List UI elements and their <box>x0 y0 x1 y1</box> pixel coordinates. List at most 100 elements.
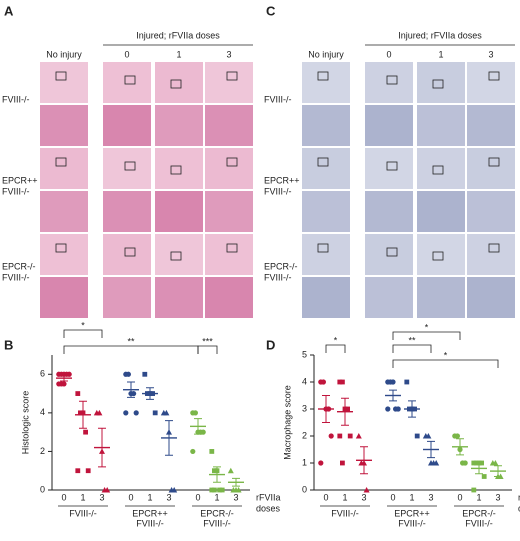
inset-box <box>226 71 238 81</box>
inset-box <box>488 157 500 167</box>
column-label: 0 <box>386 49 391 59</box>
inset-box <box>170 79 182 89</box>
error-bar <box>456 438 464 456</box>
inset-box <box>432 251 444 261</box>
panel-label: A <box>4 3 14 18</box>
column-group-header: Injured; rFVIIa doses <box>398 30 482 40</box>
column-label: 3 <box>226 49 231 59</box>
group-label: FVIII-/- <box>203 518 231 528</box>
data-point <box>133 410 139 416</box>
error-bar <box>60 374 68 382</box>
column-label: 3 <box>488 49 493 59</box>
error-bar <box>79 400 87 429</box>
zoom-image <box>40 191 88 232</box>
y-tick-label: 5 <box>302 349 307 359</box>
x-tick-label: 1 <box>409 492 414 502</box>
overview-image <box>205 234 253 275</box>
significance-label: ** <box>127 336 135 346</box>
overview-image <box>103 62 151 103</box>
data-point <box>212 487 217 493</box>
x-tick-label: 0 <box>323 492 328 502</box>
inset-box <box>317 71 329 81</box>
x-tick-label: 1 <box>80 492 85 502</box>
group-label: EPCR-/- <box>200 508 234 518</box>
zoom-image <box>302 191 350 232</box>
error-bar <box>360 446 368 475</box>
significance-label: * <box>334 335 338 345</box>
column-label: No injury <box>46 49 82 59</box>
group-label: FVIII-/- <box>331 508 359 518</box>
y-axis-title: Histologic score <box>20 391 30 455</box>
zoom-image <box>155 105 203 146</box>
error-bar <box>127 381 135 398</box>
row-label: FVIII-/- <box>2 94 30 104</box>
data-point <box>152 410 158 416</box>
significance-label: ** <box>408 335 416 345</box>
overview-image <box>205 62 253 103</box>
data-point <box>385 406 391 412</box>
row-label: EPCR++ <box>2 175 38 185</box>
group-label: FVIII-/- <box>136 518 164 528</box>
error-bar <box>494 465 502 477</box>
error-bar <box>146 387 154 400</box>
zoom-image <box>40 105 88 146</box>
data-point <box>209 487 215 493</box>
y-tick-label: 2 <box>40 446 45 456</box>
data-point <box>61 381 67 387</box>
data-point <box>390 379 396 385</box>
x-tick-label: 0 <box>457 492 462 502</box>
data-point <box>363 487 370 493</box>
inset-box <box>386 247 398 257</box>
data-point <box>104 487 111 493</box>
inset-box <box>55 71 67 81</box>
x-tick-label: 0 <box>61 492 66 502</box>
data-point <box>355 433 362 439</box>
x-tick-label: 3 <box>361 492 366 502</box>
data-point <box>347 433 353 439</box>
error-bar <box>194 418 202 435</box>
zoom-image <box>417 191 465 232</box>
overview-image <box>365 148 413 189</box>
group-label: FVIII-/- <box>398 518 426 528</box>
row-label: EPCR++ <box>264 175 300 185</box>
dose-axis-label: rFVIIa <box>518 492 520 502</box>
inset-box <box>170 165 182 175</box>
y-tick-label: 3 <box>302 403 307 413</box>
data-point <box>212 468 217 474</box>
zoom-image <box>365 191 413 232</box>
data-point <box>209 449 215 454</box>
significance-label: * <box>81 320 85 330</box>
significance-label: * <box>425 322 429 332</box>
overview-image <box>417 234 465 275</box>
overview-image <box>103 148 151 189</box>
significance-bracket <box>197 345 218 354</box>
zoom-image <box>417 277 465 318</box>
error-bar <box>98 427 106 468</box>
data-point <box>123 410 129 416</box>
column-label: 1 <box>176 49 181 59</box>
column-label: 1 <box>438 49 443 59</box>
inset-box <box>432 165 444 175</box>
overview-image <box>365 62 413 103</box>
row-label: EPCR-/- <box>2 261 36 271</box>
error-bar <box>475 462 483 475</box>
data-point <box>217 487 222 493</box>
data-point <box>75 468 81 474</box>
zoom-image <box>467 105 515 146</box>
row-label: FVIII-/- <box>2 272 30 282</box>
data-point <box>414 433 420 439</box>
data-point <box>125 371 131 377</box>
overview-image <box>155 62 203 103</box>
data-point <box>337 379 343 385</box>
overview-image <box>365 234 413 275</box>
data-point <box>171 487 178 493</box>
inset-box <box>124 161 136 171</box>
overview-image <box>205 148 253 189</box>
error-bar <box>408 400 416 418</box>
group-label: EPCR++ <box>132 508 168 518</box>
overview-image <box>103 234 151 275</box>
data-point <box>219 487 225 493</box>
x-tick-label: 1 <box>147 492 152 502</box>
data-point <box>192 410 198 416</box>
